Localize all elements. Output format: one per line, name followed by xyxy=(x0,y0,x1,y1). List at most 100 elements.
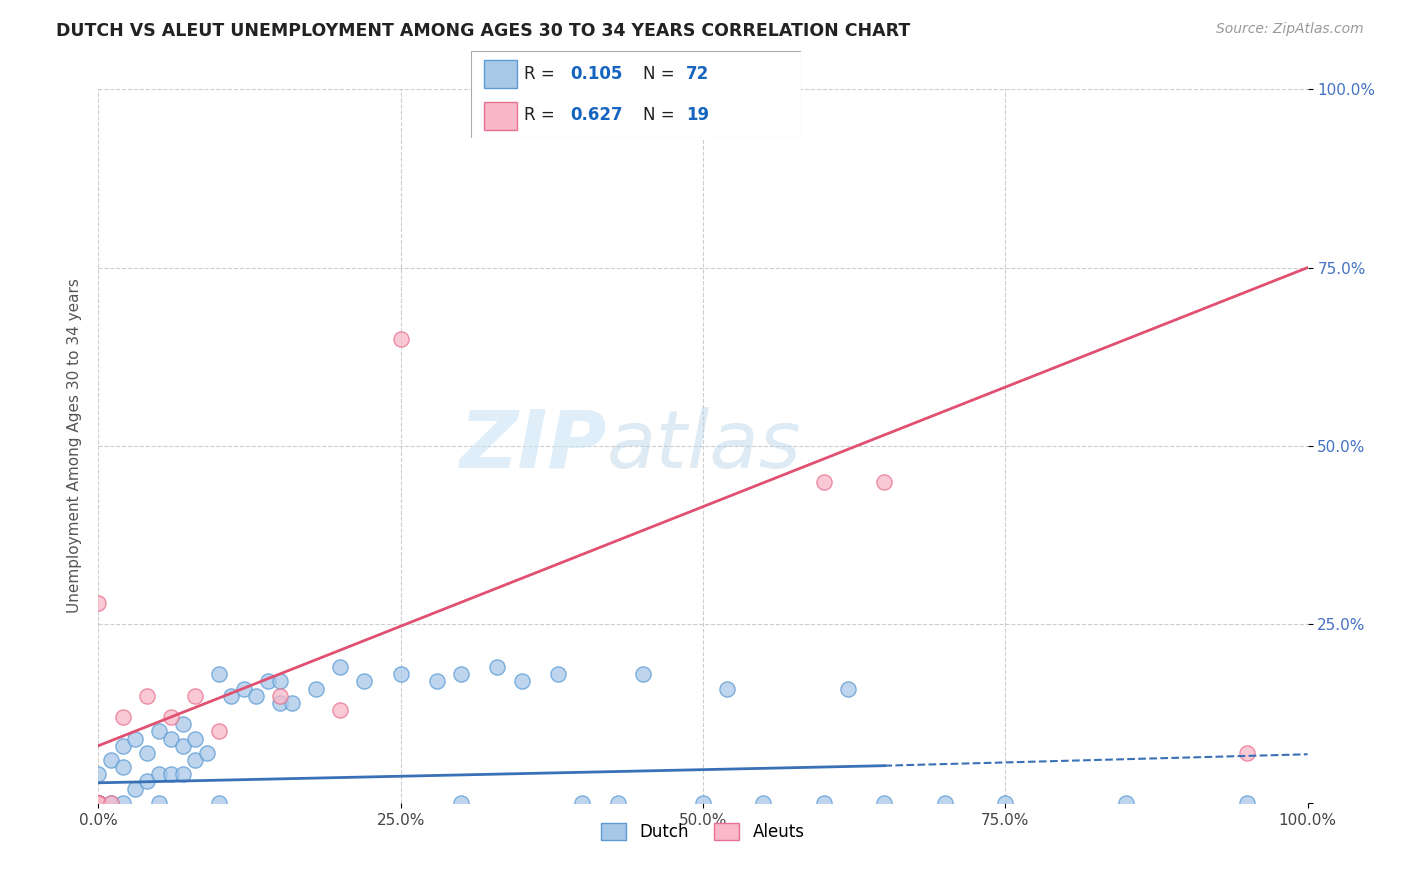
Point xyxy=(269,674,291,689)
Y-axis label: Unemployment Among Ages 30 to 34 years: Unemployment Among Ages 30 to 34 years xyxy=(66,278,82,614)
Point xyxy=(135,774,157,789)
Point xyxy=(87,796,110,810)
Point xyxy=(631,667,654,681)
Point xyxy=(87,796,110,810)
Point xyxy=(87,796,110,810)
Point xyxy=(426,674,449,689)
Point xyxy=(87,796,110,810)
Point xyxy=(353,674,375,689)
Point xyxy=(87,796,110,810)
Point xyxy=(172,739,194,753)
Point xyxy=(135,746,157,760)
Point xyxy=(208,796,231,810)
Point xyxy=(160,731,183,746)
Point xyxy=(148,796,170,810)
Point xyxy=(111,739,134,753)
Point xyxy=(934,796,956,810)
Text: 0.105: 0.105 xyxy=(571,65,623,84)
Text: R =: R = xyxy=(524,65,560,84)
Text: N =: N = xyxy=(643,65,679,84)
Text: R =: R = xyxy=(524,105,560,124)
Point xyxy=(994,796,1017,810)
Point xyxy=(111,796,134,810)
Point xyxy=(124,781,146,796)
Point xyxy=(111,710,134,724)
Point xyxy=(1236,746,1258,760)
Point xyxy=(232,681,254,696)
Point xyxy=(87,796,110,810)
Point xyxy=(87,767,110,781)
Point xyxy=(450,796,472,810)
Point xyxy=(269,689,291,703)
Point xyxy=(450,667,472,681)
Point xyxy=(87,796,110,810)
Bar xyxy=(484,102,517,129)
Point xyxy=(87,796,110,810)
Point xyxy=(256,674,278,689)
Text: 72: 72 xyxy=(686,65,709,84)
Point xyxy=(329,703,352,717)
Point xyxy=(389,332,412,346)
Point xyxy=(87,796,110,810)
Text: Source: ZipAtlas.com: Source: ZipAtlas.com xyxy=(1216,22,1364,37)
Point xyxy=(510,674,533,689)
Point xyxy=(87,596,110,610)
Point xyxy=(124,731,146,746)
Text: ZIP: ZIP xyxy=(458,407,606,485)
Point xyxy=(87,796,110,810)
Point xyxy=(87,796,110,810)
Point xyxy=(813,475,835,489)
Point xyxy=(195,746,218,760)
Point xyxy=(160,710,183,724)
Point xyxy=(87,796,110,810)
Point xyxy=(1236,796,1258,810)
Point xyxy=(87,796,110,810)
Point xyxy=(135,689,157,703)
Point xyxy=(245,689,267,703)
Point xyxy=(87,796,110,810)
Point xyxy=(837,681,859,696)
Legend: Dutch, Aleuts: Dutch, Aleuts xyxy=(595,816,811,848)
Point xyxy=(873,796,896,810)
Point xyxy=(87,796,110,810)
Text: N =: N = xyxy=(643,105,679,124)
Point xyxy=(87,796,110,810)
Point xyxy=(87,796,110,810)
Point xyxy=(184,689,207,703)
Point xyxy=(184,731,207,746)
Point xyxy=(208,667,231,681)
Point xyxy=(305,681,328,696)
Point xyxy=(87,796,110,810)
Point xyxy=(813,796,835,810)
Point xyxy=(184,753,207,767)
Text: atlas: atlas xyxy=(606,407,801,485)
Point xyxy=(1115,796,1137,810)
Point xyxy=(269,696,291,710)
Point xyxy=(100,796,122,810)
Point xyxy=(87,796,110,810)
Point xyxy=(111,760,134,774)
Point xyxy=(172,717,194,731)
Point xyxy=(87,796,110,810)
Point xyxy=(208,724,231,739)
Text: DUTCH VS ALEUT UNEMPLOYMENT AMONG AGES 30 TO 34 YEARS CORRELATION CHART: DUTCH VS ALEUT UNEMPLOYMENT AMONG AGES 3… xyxy=(56,22,911,40)
Point xyxy=(873,475,896,489)
Point xyxy=(160,767,183,781)
Point xyxy=(87,796,110,810)
Point xyxy=(87,796,110,810)
Text: 0.627: 0.627 xyxy=(571,105,623,124)
Text: 19: 19 xyxy=(686,105,709,124)
Point xyxy=(329,660,352,674)
Point xyxy=(486,660,509,674)
Point xyxy=(148,724,170,739)
Bar xyxy=(484,61,517,88)
Point xyxy=(716,681,738,696)
Point xyxy=(389,667,412,681)
Point xyxy=(87,796,110,810)
Point xyxy=(571,796,593,810)
Point xyxy=(87,796,110,810)
Point xyxy=(547,667,569,681)
Point xyxy=(692,796,714,810)
Point xyxy=(607,796,630,810)
Point xyxy=(100,796,122,810)
